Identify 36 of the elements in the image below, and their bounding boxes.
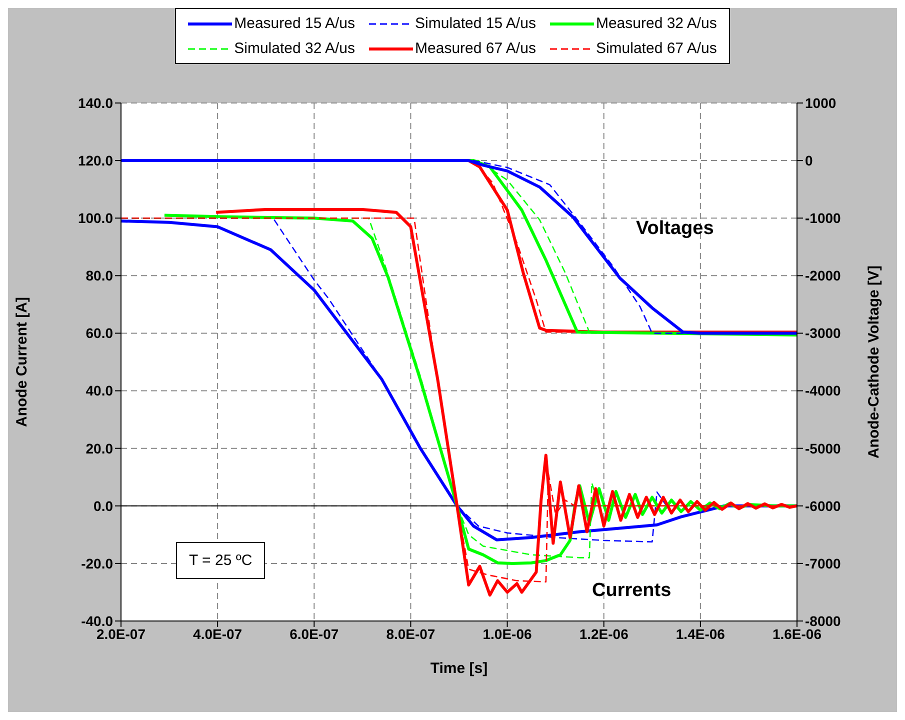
y-tick-label: 140.0 bbox=[78, 94, 114, 111]
y-tick-label: 20.0 bbox=[86, 440, 114, 456]
y2-tick-label: -2000 bbox=[805, 268, 842, 284]
x-tick-label: 8.0E-07 bbox=[386, 626, 436, 642]
y-tick-label: 60.0 bbox=[86, 325, 114, 342]
x-tick-label: 6.0E-07 bbox=[290, 626, 339, 642]
y-tick-label: 120.0 bbox=[78, 152, 114, 169]
x-tick-label: 1.0E-06 bbox=[482, 626, 532, 642]
y2-tick-label: -1000 bbox=[805, 210, 842, 226]
legend-label: Measured 32 A/us bbox=[596, 15, 717, 32]
y-axis-title: Anode Current [A] bbox=[13, 297, 30, 427]
y2-tick-label: -7000 bbox=[805, 555, 842, 572]
legend-label: Measured 67 A/us bbox=[415, 40, 536, 57]
y-tick-label: -20.0 bbox=[81, 555, 114, 572]
x-tick-label: 4.0E-07 bbox=[193, 626, 242, 642]
y2-tick-label: 0 bbox=[805, 152, 813, 169]
annotation: T = 25 ºC bbox=[176, 542, 266, 579]
y2-tick-label: -6000 bbox=[805, 498, 842, 514]
x-tick-label: 1.4E-06 bbox=[676, 626, 726, 642]
y-tick-label: 80.0 bbox=[86, 268, 114, 284]
legend-label: Measured 15 A/us bbox=[234, 15, 356, 32]
legend-label: Simulated 15 A/us bbox=[415, 15, 536, 32]
y-tick-label: 40.0 bbox=[86, 382, 114, 399]
x-tick-label: 1.2E-06 bbox=[579, 626, 629, 642]
annotation: Currents bbox=[592, 580, 672, 602]
legend-label: Simulated 32 A/us bbox=[234, 40, 356, 57]
y2-tick-label: -4000 bbox=[805, 382, 842, 399]
y2-tick-label: 1000 bbox=[805, 94, 836, 111]
y2-axis-title: Anode-Cathode Voltage [V] bbox=[865, 265, 882, 459]
annotation: Voltages bbox=[636, 218, 714, 240]
y-tick-label: 0.0 bbox=[94, 498, 114, 514]
y2-tick-label: -3000 bbox=[805, 325, 842, 342]
y2-tick-label: -5000 bbox=[805, 440, 842, 456]
x-axis-title: Time [s] bbox=[430, 660, 488, 677]
y-tick-label: 100.0 bbox=[78, 210, 114, 226]
legend-label: Simulated 67 A/us bbox=[596, 40, 717, 57]
